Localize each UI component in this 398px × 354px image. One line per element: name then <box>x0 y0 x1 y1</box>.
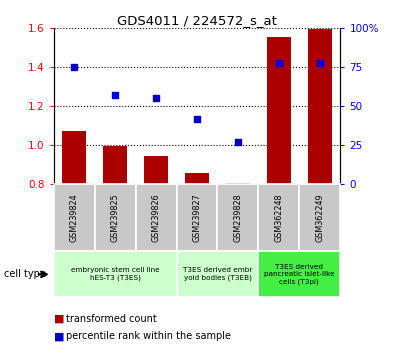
Text: GSM362248: GSM362248 <box>274 193 283 242</box>
Text: GSM239827: GSM239827 <box>193 193 201 242</box>
Point <box>317 60 323 65</box>
Bar <box>144 156 168 184</box>
Bar <box>54 251 177 297</box>
Point <box>194 116 200 121</box>
Bar <box>62 131 86 184</box>
Text: ■: ■ <box>54 331 64 341</box>
Text: GSM239824: GSM239824 <box>70 193 79 242</box>
Bar <box>103 146 127 184</box>
Bar <box>136 184 177 251</box>
Bar <box>258 251 340 297</box>
Bar <box>185 173 209 184</box>
Bar <box>258 184 299 251</box>
Text: GSM239826: GSM239826 <box>152 193 160 242</box>
Bar <box>308 29 332 184</box>
Bar <box>299 184 340 251</box>
Title: GDS4011 / 224572_s_at: GDS4011 / 224572_s_at <box>117 14 277 27</box>
Bar <box>217 184 258 251</box>
Point <box>276 60 282 65</box>
Bar <box>177 184 217 251</box>
Text: GSM239828: GSM239828 <box>234 193 242 242</box>
Point <box>71 64 77 70</box>
Bar <box>226 183 250 184</box>
Bar <box>54 184 95 251</box>
Bar <box>95 184 136 251</box>
Bar <box>267 37 291 184</box>
Text: percentile rank within the sample: percentile rank within the sample <box>66 331 231 341</box>
Text: transformed count: transformed count <box>66 314 156 324</box>
Text: ■: ■ <box>54 314 64 324</box>
Point <box>153 96 159 101</box>
Point <box>235 139 241 145</box>
Bar <box>177 251 258 297</box>
Point <box>112 92 118 98</box>
Text: T3ES derived
pancreatic islet-like
cells (T3pi): T3ES derived pancreatic islet-like cells… <box>264 264 335 285</box>
Text: cell type: cell type <box>4 269 46 279</box>
Text: embryonic stem cell line
hES-T3 (T3ES): embryonic stem cell line hES-T3 (T3ES) <box>71 267 160 281</box>
Text: GSM239825: GSM239825 <box>111 193 120 242</box>
Text: T3ES derived embr
yoid bodies (T3EB): T3ES derived embr yoid bodies (T3EB) <box>183 267 252 281</box>
Text: GSM362249: GSM362249 <box>315 193 324 242</box>
